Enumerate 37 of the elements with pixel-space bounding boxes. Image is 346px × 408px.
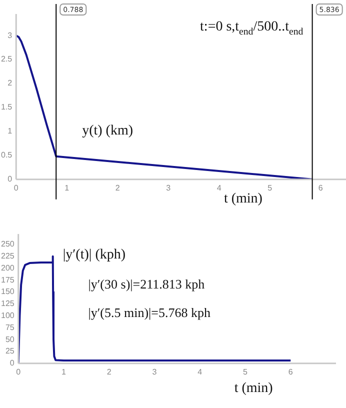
x-tick-label: 4 — [216, 183, 222, 192]
x-tick-label: 4 — [198, 367, 203, 376]
x-axis-title: t (min) — [224, 192, 263, 207]
x-tick-label: 3 — [152, 367, 158, 376]
y-tick-label: 175 — [0, 275, 15, 284]
x-tick-label: 5 — [243, 367, 248, 376]
x-tick-label: 6 — [288, 367, 294, 376]
x-tick-label: 2 — [106, 367, 112, 376]
annotation: |y′(5.5 min)|=5.768 kph — [88, 304, 211, 320]
x-tick-label: 2 — [115, 183, 120, 192]
y-tick-label: 3 — [8, 30, 13, 40]
x-tick-label: 1 — [62, 367, 66, 376]
x-axis-title: t (min) — [234, 380, 274, 396]
y-tick-label: 75 — [5, 322, 15, 332]
x-tick-label: 5 — [268, 183, 273, 192]
y-tick-label: 0 — [8, 174, 13, 184]
annotation: |y′(30 s)|=211.813 kph — [88, 276, 206, 292]
y-tick-label: 25 — [5, 346, 15, 356]
y-tick-label: 2 — [8, 78, 13, 88]
y-axis-title: |y′(t)| (kph) — [62, 248, 126, 263]
x-tick-label: 3 — [166, 183, 172, 192]
x-tick-label: 0 — [16, 367, 22, 376]
y-tick-label: 250 — [0, 240, 15, 249]
y-axis-title: y(t) (km) — [82, 124, 134, 139]
y-tick-label: 100 — [0, 311, 15, 320]
y-tick-label: 225 — [0, 252, 15, 261]
y-tick-label: 1.5 — [0, 102, 13, 112]
y-tick-label: 0 — [10, 358, 15, 368]
x-tick-label: 1 — [64, 183, 70, 192]
x-tick-label: 6 — [318, 183, 324, 192]
y-tick-label: 150 — [0, 287, 15, 296]
y-tick-label: 2.5 — [0, 54, 13, 64]
y-tick-label: 200 — [0, 263, 15, 272]
y-tick-label: 0.5 — [0, 150, 13, 160]
y-tick-label: 50 — [5, 334, 15, 344]
y-tick-label: 125 — [0, 299, 15, 308]
y-tick-label: 1 — [8, 126, 13, 136]
